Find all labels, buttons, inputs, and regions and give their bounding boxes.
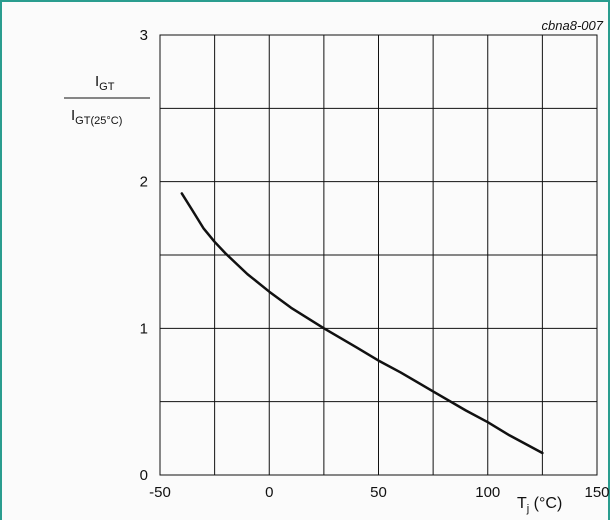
chart-id: cbna8-007: [542, 18, 604, 33]
x-tick-label: -50: [149, 484, 171, 501]
y-tick-label: 0: [140, 467, 148, 484]
y-tick-label: 1: [140, 320, 148, 337]
y-tick-label: 2: [140, 174, 148, 191]
y-label-denominator: IGT(25°C): [71, 107, 122, 127]
x-axis-label: Tj (°C): [517, 495, 562, 515]
grid: [160, 35, 597, 475]
x-tick-label: 100: [475, 484, 500, 501]
series-line: [180, 192, 544, 455]
x-tick-label: 50: [370, 484, 387, 501]
x-tick-label: 0: [265, 484, 273, 501]
plot-border: [159, 34, 598, 476]
x-tick-label: 150: [584, 484, 609, 501]
y-label-numerator: IGT: [95, 73, 115, 93]
y-axis-label: IGT IGT(25°C): [64, 73, 150, 127]
y-tick-label: 3: [140, 27, 148, 44]
